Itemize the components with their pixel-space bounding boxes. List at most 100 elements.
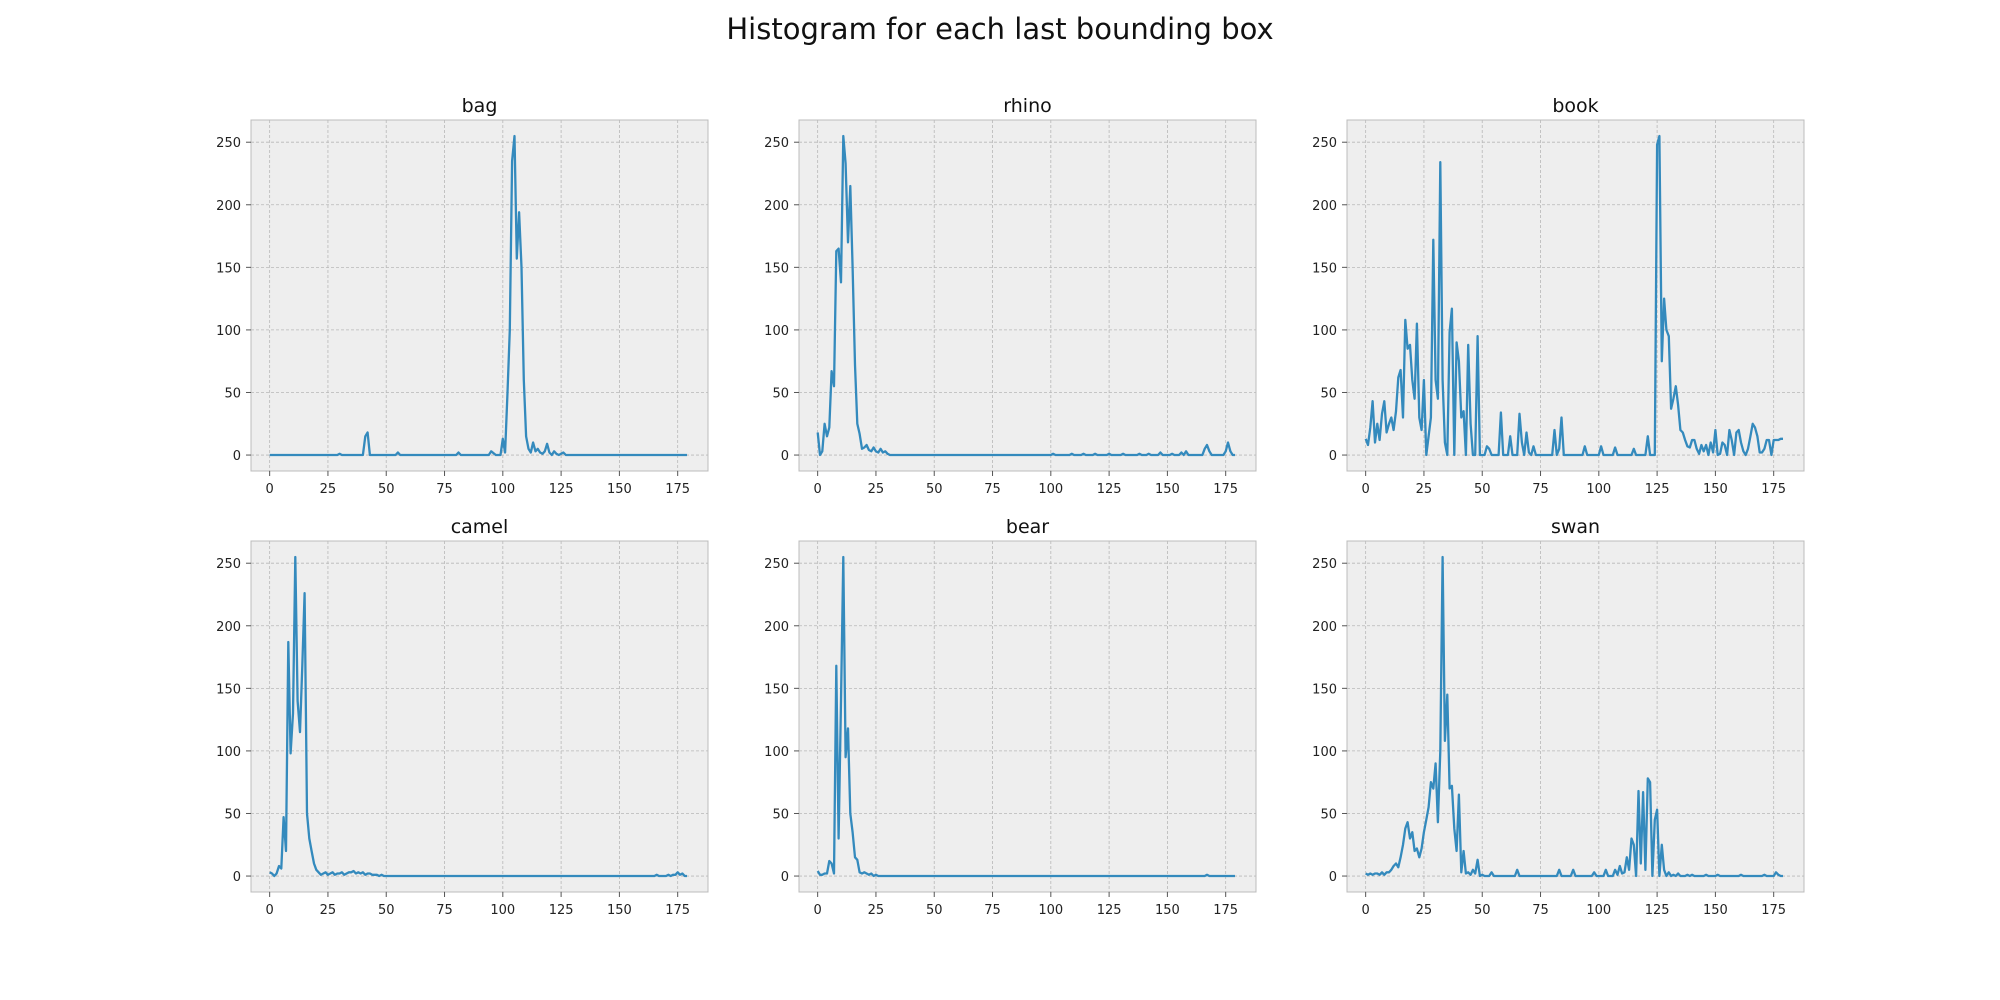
y-tick-label: 200 — [1312, 199, 1337, 214]
y-tick-label: 0 — [781, 870, 789, 885]
plot-frame — [798, 119, 1257, 472]
x-tick-label: 125 — [1097, 482, 1122, 497]
plot-area — [1347, 120, 1804, 471]
y-tick-label: 0 — [233, 870, 241, 885]
subplot-rhino: 0 25 50 75 100 125 150 175 0 50 100 150 200 250 rhino — [764, 95, 1257, 497]
subplot-title: rhino — [1003, 95, 1051, 117]
x-tick-label: 50 — [926, 482, 943, 497]
x-tick-label: 175 — [1761, 903, 1786, 918]
y-tick-label: 250 — [1312, 557, 1337, 572]
x-tick-label: 75 — [436, 482, 453, 497]
x-tick-label: 100 — [1038, 482, 1063, 497]
y-tick-label: 150 — [216, 261, 241, 276]
x-tick-label: 0 — [814, 903, 822, 918]
y-tick-label: 200 — [216, 620, 241, 635]
y-tick-label: 0 — [1329, 870, 1337, 885]
y-tick-label: 200 — [1312, 620, 1337, 635]
x-tick-label: 175 — [665, 903, 690, 918]
plot-area — [251, 541, 708, 892]
x-tick-label: 125 — [1645, 903, 1670, 918]
y-tick-label: 250 — [1312, 136, 1337, 151]
x-tick-label: 150 — [1155, 482, 1180, 497]
y-tick-label: 0 — [233, 449, 241, 464]
y-tick-label: 200 — [216, 199, 241, 214]
y-tick-label: 150 — [216, 682, 241, 697]
x-tick-label: 125 — [1097, 903, 1122, 918]
x-tick-label: 75 — [984, 903, 1001, 918]
x-tick-label: 0 — [1362, 903, 1370, 918]
subplot-title: bear — [1006, 516, 1049, 538]
y-tick-label: 100 — [1312, 324, 1337, 339]
x-tick-label: 100 — [1586, 482, 1611, 497]
x-tick-label: 100 — [1038, 903, 1063, 918]
plot-area — [251, 120, 708, 471]
plot-frame — [250, 540, 709, 893]
histogram-line-bear — [816, 555, 1235, 878]
x-tick-label: 25 — [868, 482, 885, 497]
x-tick-label: 175 — [665, 482, 690, 497]
x-tick-label: 75 — [1532, 482, 1549, 497]
y-tick-label: 100 — [764, 324, 789, 339]
x-tick-label: 25 — [868, 903, 885, 918]
y-tick-label: 150 — [764, 682, 789, 697]
x-tick-label: 0 — [266, 482, 274, 497]
histogram-line-book — [1364, 134, 1783, 457]
subplot-bear: 0 25 50 75 100 125 150 175 0 50 100 150 200 250 bear — [764, 516, 1257, 918]
histogram-line-camel — [269, 555, 687, 878]
x-tick-label: 175 — [1761, 482, 1786, 497]
subplot-title: bag — [462, 95, 498, 117]
subplot-title: book — [1552, 95, 1598, 117]
x-tick-label: 150 — [607, 903, 632, 918]
x-tick-label: 25 — [1416, 482, 1433, 497]
subplot-camel: 0 25 50 75 100 125 150 175 0 50 100 150 200 250 camel — [216, 516, 709, 918]
plot-area — [1347, 541, 1804, 892]
y-tick-label: 50 — [1320, 807, 1337, 822]
x-tick-label: 0 — [266, 903, 274, 918]
x-tick-label: 25 — [320, 903, 337, 918]
y-tick-label: 100 — [216, 745, 241, 760]
figure-title: Histogram for each last bounding box — [726, 12, 1274, 46]
y-tick-label: 100 — [764, 745, 789, 760]
y-tick-label: 150 — [764, 261, 789, 276]
x-tick-label: 75 — [1532, 903, 1549, 918]
x-tick-label: 150 — [1155, 903, 1180, 918]
subplot-bag: 0 25 50 75 100 125 150 175 0 50 100 150 200 250 bag — [216, 95, 709, 497]
y-tick-label: 150 — [1312, 682, 1337, 697]
x-tick-label: 100 — [490, 482, 515, 497]
histogram-line-bag — [269, 134, 687, 457]
x-tick-label: 50 — [378, 482, 395, 497]
y-tick-label: 50 — [1320, 386, 1337, 401]
x-tick-label: 75 — [436, 903, 453, 918]
y-tick-label: 200 — [764, 620, 789, 635]
x-tick-label: 50 — [926, 903, 943, 918]
y-tick-label: 0 — [1329, 449, 1337, 464]
x-tick-label: 175 — [1213, 903, 1238, 918]
y-tick-label: 200 — [764, 199, 789, 214]
subplot-title: camel — [451, 516, 509, 538]
x-tick-label: 50 — [1474, 482, 1491, 497]
y-tick-label: 0 — [781, 449, 789, 464]
plot-frame — [798, 540, 1257, 893]
plot-frame — [250, 119, 709, 472]
histogram-line-rhino — [816, 134, 1235, 457]
y-tick-label: 250 — [216, 557, 241, 572]
x-tick-label: 75 — [984, 482, 1001, 497]
x-tick-label: 125 — [549, 903, 574, 918]
x-tick-label: 100 — [490, 903, 515, 918]
subplot-title: swan — [1551, 516, 1600, 538]
x-tick-label: 150 — [607, 482, 632, 497]
x-tick-label: 125 — [549, 482, 574, 497]
y-tick-label: 100 — [1312, 745, 1337, 760]
x-tick-label: 175 — [1213, 482, 1238, 497]
x-tick-label: 50 — [1474, 903, 1491, 918]
y-tick-label: 250 — [216, 136, 241, 151]
x-tick-label: 0 — [814, 482, 822, 497]
y-tick-label: 50 — [772, 807, 789, 822]
y-tick-label: 100 — [216, 324, 241, 339]
x-tick-label: 150 — [1703, 903, 1728, 918]
x-tick-label: 25 — [320, 482, 337, 497]
plot-area — [799, 120, 1256, 471]
y-tick-label: 150 — [1312, 261, 1337, 276]
x-tick-label: 0 — [1362, 482, 1370, 497]
y-tick-label: 50 — [772, 386, 789, 401]
